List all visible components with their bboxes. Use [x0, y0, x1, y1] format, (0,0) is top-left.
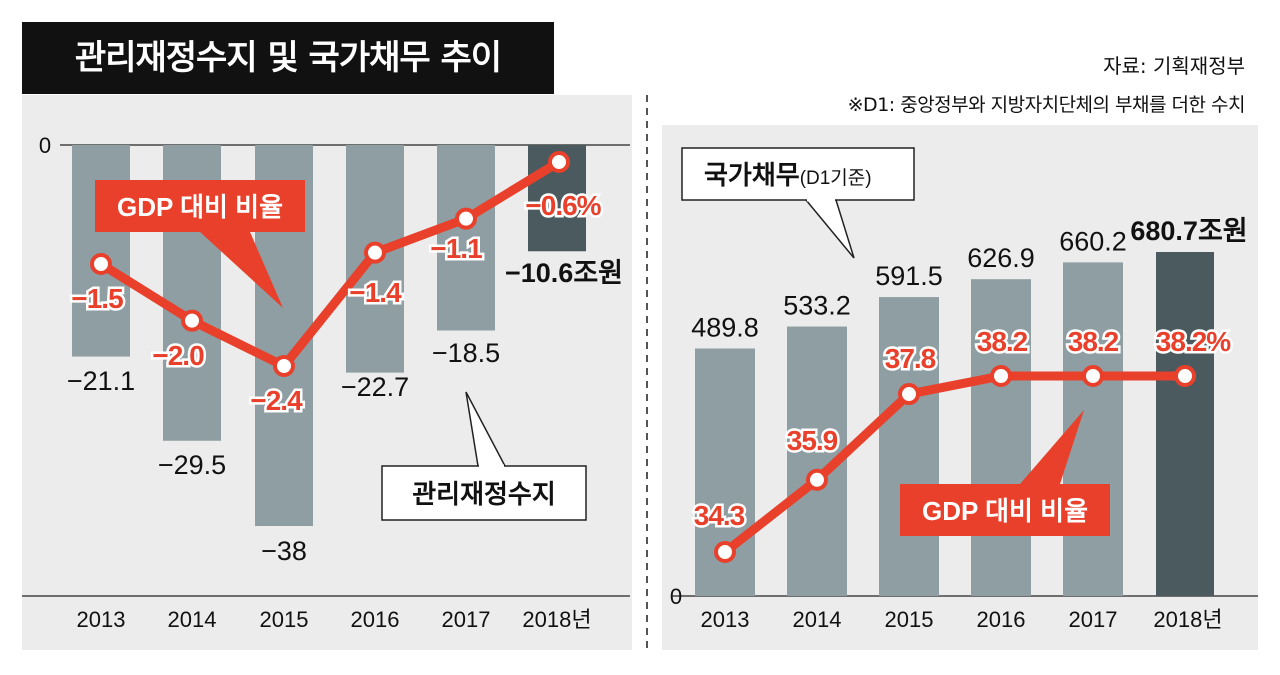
left-chart: 0 2013 2014 2015 2016 2017 2018년 −21.1 −29.5 −38 −…: [22, 133, 630, 632]
gdp-ratio-point: [806, 468, 828, 491]
footnote: ※D1: 중앙정부와 지방자치단체의 부채를 더한 수치: [847, 94, 1246, 116]
x-tick-label: 2015: [885, 607, 934, 632]
gdp-ratio-label: −1.4: [349, 277, 402, 308]
debt-value-label: 489.8: [691, 312, 759, 342]
x-tick-label: 2018년: [522, 607, 591, 632]
debt-bar: [879, 297, 939, 596]
gdp-callout-box: [95, 180, 305, 232]
gdp-ratio-label: 38.2%: [1156, 326, 1231, 357]
right-chart: 0 2013 2014 2015 2016 2017 2018년 489.8 533.2 591.…: [670, 147, 1258, 632]
gdp-callout-label: GDP 대비 비율: [922, 496, 1088, 526]
gdp-callout-pointer: [200, 232, 283, 308]
x-tick-label: 2016: [351, 607, 400, 632]
debt-callout-label: 국가채무(D1기준): [704, 160, 872, 190]
deficit-value-label: −10.6조원: [505, 258, 623, 288]
gdp-ratio-line: [722, 371, 1185, 556]
x-tick-label: 2013: [77, 607, 126, 632]
gdp-ratio-point: [1174, 365, 1196, 387]
balance-callout-label: 관리재정수지: [412, 479, 556, 509]
x-tick-label: 2013: [701, 607, 750, 632]
deficit-value-label: −38: [261, 536, 307, 566]
x-tick-label: 2016: [977, 607, 1026, 632]
x-tick-label: 2018년: [1153, 607, 1222, 632]
gdp-ratio-label: 37.8: [885, 343, 936, 374]
debt-callout-box: [681, 147, 915, 201]
deficit-value-label: −22.7: [341, 372, 409, 402]
debt-value-label: 680.7조원: [1130, 216, 1247, 246]
gdp-ratio-label: −2.0: [152, 340, 204, 371]
debt-value-label: 591.5: [875, 261, 943, 291]
gdp-ratio-point: [455, 207, 477, 230]
gdp-ratio-point: [181, 309, 203, 332]
x-tick-label: 2015: [260, 607, 309, 632]
gdp-ratio-label: −0.6%: [525, 190, 601, 221]
page-title: 관리재정수지 및 국가채무 추이: [74, 38, 502, 78]
deficit-bar: [437, 145, 495, 331]
debt-bar: [971, 279, 1031, 596]
debt-value-label: 626.9: [967, 243, 1035, 273]
gdp-ratio-point: [990, 365, 1012, 387]
gdp-ratio-label: −2.4: [250, 385, 303, 416]
gdp-ratio-point: [273, 355, 295, 377]
zero-tick-label: 0: [39, 133, 51, 158]
gdp-ratio-label: 38.2: [1068, 326, 1119, 357]
gdp-ratio-point: [1082, 365, 1104, 387]
debt-bar: [1156, 252, 1214, 596]
deficit-value-label: −18.5: [432, 338, 500, 368]
gdp-ratio-label: 38.2: [977, 326, 1028, 357]
x-tick-label: 2014: [168, 607, 217, 632]
x-tick-label: 2014: [793, 607, 842, 632]
gdp-callout-pointer: [1020, 410, 1084, 484]
x-tick-label: 2017: [442, 607, 491, 632]
deficit-value-label: −29.5: [158, 450, 226, 480]
x-tick-label: 2017: [1069, 607, 1118, 632]
gdp-ratio-point: [90, 253, 112, 275]
gdp-ratio-point: [898, 383, 920, 406]
deficit-value-label: −21.1: [67, 366, 135, 396]
debt-callout-suffix: (D1기준): [800, 167, 872, 189]
debt-callout-name: 국가채무: [704, 160, 800, 190]
gdp-ratio-point: [548, 151, 570, 173]
gdp-ratio-label: −1.1: [430, 233, 482, 264]
gdp-callout-label: GDP 대비 비율: [117, 192, 283, 222]
gdp-callout-box: [900, 484, 1110, 536]
source-note: 자료: 기획재정부: [1103, 54, 1245, 78]
title-box: 관리재정수지 및 국가채무 추이: [22, 22, 554, 94]
gdp-ratio-label: 35.9: [787, 425, 838, 456]
gdp-ratio-point: [364, 241, 386, 264]
deficit-bar: [72, 145, 130, 357]
gdp-ratio-label: −1.5: [71, 283, 123, 314]
gdp-ratio-point: [714, 541, 736, 563]
gdp-ratio-line: [98, 158, 562, 371]
gdp-ratio-label: 34.3: [694, 500, 745, 531]
debt-value-label: 533.2: [783, 291, 851, 321]
debt-value-label: 660.2: [1059, 226, 1127, 256]
zero-tick-label: 0: [670, 584, 682, 609]
